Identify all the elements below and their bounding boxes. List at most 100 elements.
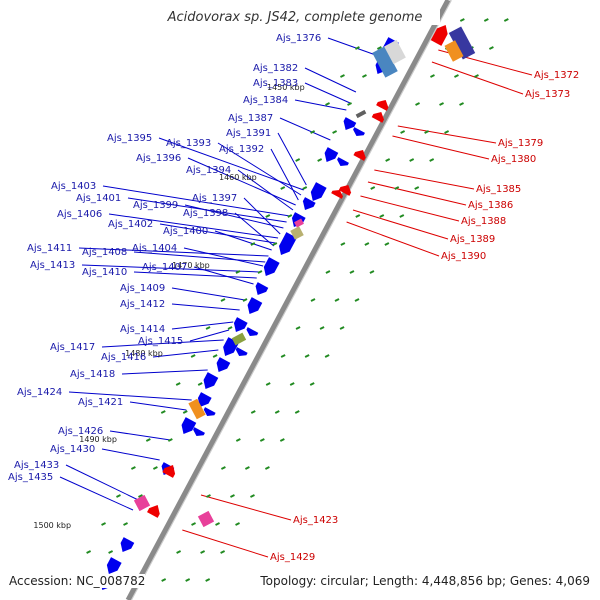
tick-mark bbox=[152, 466, 158, 470]
label-link bbox=[346, 221, 440, 257]
label-link bbox=[237, 169, 294, 211]
tick-mark bbox=[370, 186, 376, 190]
label-link bbox=[243, 197, 281, 235]
tick-mark bbox=[483, 18, 489, 22]
genome-backbone bbox=[125, 0, 451, 600]
label-link bbox=[183, 247, 264, 267]
tick-mark bbox=[409, 158, 415, 162]
tick-mark bbox=[289, 382, 295, 386]
tick-mark bbox=[339, 326, 345, 330]
tick-mark bbox=[272, 242, 278, 246]
tick-mark bbox=[454, 74, 459, 78]
tick-mark bbox=[279, 438, 285, 442]
tick-mark bbox=[235, 270, 241, 274]
tick-mark bbox=[182, 410, 188, 414]
gene-label: Ajs_1384 bbox=[243, 95, 288, 106]
tick-mark bbox=[227, 326, 233, 330]
gene-box-magenta bbox=[197, 510, 215, 528]
tick-mark bbox=[430, 74, 435, 78]
forward-gene bbox=[343, 117, 357, 130]
tick-mark bbox=[488, 46, 494, 50]
tick-mark bbox=[439, 102, 444, 106]
forward-gene bbox=[246, 327, 259, 336]
gene-label: Ajs_1407 bbox=[142, 262, 187, 273]
label-link bbox=[360, 195, 460, 222]
label-link bbox=[217, 142, 302, 196]
tick-mark bbox=[138, 494, 143, 498]
tick-mark bbox=[242, 298, 248, 302]
forward-gene bbox=[203, 372, 219, 389]
scale-tick-label: 1450 kbp bbox=[267, 83, 305, 92]
forward-gene bbox=[193, 427, 205, 436]
gene-label: Ajs_1380 bbox=[491, 154, 536, 165]
gene-label: Ajs_1392 bbox=[219, 144, 264, 155]
tick-mark bbox=[384, 242, 390, 246]
gene-label: Ajs_1421 bbox=[78, 397, 123, 408]
gene-box-grey bbox=[355, 109, 367, 119]
gene-box-magenta bbox=[133, 494, 151, 512]
forward-gene bbox=[255, 282, 269, 295]
reverse-gene bbox=[162, 465, 176, 478]
gene-label: Ajs_1400 bbox=[163, 226, 208, 237]
label-link bbox=[101, 339, 224, 348]
gene-label: Ajs_1388 bbox=[461, 216, 506, 227]
tick-mark bbox=[474, 74, 479, 78]
gene-label: Ajs_1390 bbox=[441, 251, 486, 262]
tick-mark bbox=[354, 298, 360, 302]
label-link bbox=[187, 157, 296, 206]
forward-gene bbox=[302, 197, 316, 210]
label-link bbox=[294, 99, 347, 111]
tick-mark bbox=[369, 270, 375, 274]
gene-box-orange bbox=[188, 398, 206, 420]
gene-box-tan bbox=[290, 226, 304, 240]
gene-label: Ajs_1406 bbox=[57, 209, 102, 220]
tick-mark bbox=[176, 550, 182, 554]
forward-gene bbox=[310, 182, 327, 201]
gene-label: Ajs_1418 bbox=[70, 369, 115, 380]
tick-mark bbox=[160, 410, 166, 414]
reverse-gene bbox=[338, 185, 352, 196]
tick-mark bbox=[399, 214, 405, 218]
tick-mark bbox=[220, 298, 226, 302]
tick-mark bbox=[205, 326, 211, 330]
gene-box-magenta bbox=[294, 218, 304, 228]
tick-mark bbox=[259, 438, 265, 442]
label-link bbox=[352, 209, 449, 240]
tick-mark bbox=[444, 130, 450, 134]
label-link bbox=[304, 67, 357, 93]
label-link bbox=[184, 204, 284, 229]
tick-mark bbox=[190, 354, 196, 358]
gene-label: Ajs_1372 bbox=[534, 70, 579, 81]
label-link bbox=[65, 464, 139, 501]
tick-mark bbox=[130, 466, 136, 470]
gene-label: Ajs_1435 bbox=[8, 472, 53, 483]
gene-label: Ajs_1382 bbox=[253, 63, 298, 74]
tick-mark bbox=[385, 158, 391, 162]
gene-label: Ajs_1409 bbox=[120, 283, 165, 294]
label-link bbox=[200, 494, 292, 521]
gene-label: Ajs_1424 bbox=[17, 387, 62, 398]
gene-label: Ajs_1394 bbox=[186, 165, 231, 176]
tick-mark bbox=[161, 578, 167, 582]
tick-mark bbox=[175, 382, 181, 386]
scale-tick-label: 1460 kbp bbox=[219, 173, 257, 182]
label-link bbox=[78, 247, 269, 257]
label-link bbox=[189, 329, 230, 342]
tick-mark bbox=[309, 382, 315, 386]
gene-label: Ajs_1397 bbox=[192, 193, 237, 204]
label-link bbox=[214, 230, 272, 251]
gene-label: Ajs_1383 bbox=[253, 78, 298, 89]
gene-label: Ajs_1386 bbox=[468, 200, 513, 211]
forward-gene bbox=[263, 257, 280, 276]
label-link bbox=[133, 251, 266, 263]
scale-ticks: 1450 kbp 1460 kbp 1470 kbp 1480 kbp 1490 kbp… bbox=[33, 18, 509, 582]
label-link bbox=[374, 169, 475, 190]
label-link bbox=[102, 185, 290, 217]
tick-mark bbox=[280, 186, 286, 190]
gene-label: Ajs_1410 bbox=[82, 267, 127, 278]
gene-label: Ajs_1402 bbox=[108, 219, 153, 230]
map-title: Acidovorax sp. JS42, complete genome bbox=[150, 10, 440, 25]
label-link bbox=[101, 448, 160, 461]
gene-label: Ajs_1411 bbox=[27, 243, 72, 254]
forward-gene bbox=[337, 157, 349, 166]
